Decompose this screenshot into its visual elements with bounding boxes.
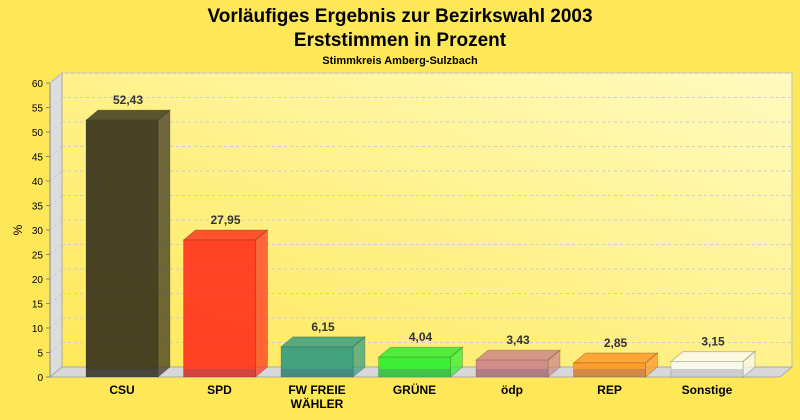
bar-side — [157, 109, 171, 379]
bar-floor-shadow — [183, 369, 256, 377]
data-label: 6,15 — [311, 320, 335, 334]
y-tick-label: 30 — [32, 226, 44, 237]
bar — [670, 361, 744, 378]
y-tick-label: 55 — [32, 104, 44, 115]
gridline-side — [49, 244, 63, 255]
x-tick-label: SPD — [207, 383, 232, 397]
bar — [475, 359, 549, 378]
y-tick-label: 25 — [32, 251, 44, 262]
gridline-side — [49, 170, 63, 182]
data-label: 2,85 — [604, 336, 628, 350]
gridline-side — [49, 219, 63, 231]
data-label: 3,43 — [506, 333, 530, 347]
bar-top — [572, 352, 659, 364]
gridline-side — [49, 97, 63, 108]
y-tick-label: 60 — [32, 79, 44, 90]
bar-top — [474, 349, 562, 361]
gridline-side — [49, 342, 63, 353]
bar-top — [279, 336, 367, 348]
bar-floor-shadow — [671, 369, 743, 377]
bar-floor-shadow — [573, 369, 646, 377]
x-tick-label: FW FREIE — [288, 383, 345, 397]
bar-top — [669, 351, 757, 363]
bar-floor-shadow — [86, 369, 158, 377]
y-axis-label: % — [11, 224, 25, 235]
y-tick-label: 45 — [32, 153, 44, 164]
data-label: 52,43 — [113, 93, 143, 107]
bar-floor-shadow — [378, 369, 451, 377]
y-tick-label: 15 — [32, 300, 44, 311]
chart-subtitle-2: Stimmkreis Amberg-Sulzbach — [322, 55, 478, 67]
x-tick-label: CSU — [109, 383, 134, 397]
gridline-side — [49, 293, 63, 304]
bar-spd: 27,95 SPD — [182, 213, 269, 397]
y-tick-label: 5 — [37, 349, 43, 360]
bar-grüne: 4,04 GRÜNE — [377, 330, 464, 397]
bar-top — [84, 109, 172, 121]
y-tick-label: 10 — [32, 324, 44, 335]
y-tick-label: 0 — [37, 373, 43, 384]
bar-side — [255, 228, 268, 379]
gridline-side — [49, 121, 63, 133]
y-tick-label: 50 — [32, 128, 44, 139]
bar-rep: 2,85 REP — [572, 336, 659, 397]
bar-top — [182, 229, 269, 241]
x-tick-label: WÄHLER — [291, 396, 344, 411]
x-tick-label: GRÜNE — [393, 382, 436, 397]
bar-top — [377, 346, 464, 358]
x-tick-label: REP — [597, 383, 622, 397]
gridline-side — [49, 317, 63, 329]
bar-csu: 52,43 CSU — [84, 93, 172, 397]
data-label: 4,04 — [409, 330, 433, 344]
bar — [573, 362, 646, 378]
y-tick-label: 20 — [32, 275, 44, 286]
gridline-side — [49, 146, 63, 157]
bar — [183, 239, 256, 378]
y-tick-label: 35 — [32, 202, 44, 213]
gridline-side — [49, 72, 63, 84]
bar — [280, 346, 354, 378]
bar — [85, 119, 159, 378]
bar-floor-shadow — [476, 369, 548, 377]
bar-floor-shadow — [281, 369, 353, 377]
x-tick-label: ödp — [501, 383, 523, 397]
gridline-side — [49, 268, 63, 280]
data-label: 3,15 — [701, 335, 725, 349]
bar-ödp: 3,43 ödp — [474, 333, 562, 397]
x-tick-label: Sonstige — [682, 383, 733, 397]
y-tick-label: 40 — [32, 177, 44, 188]
gridline-side — [49, 195, 63, 206]
data-label: 27,95 — [210, 213, 240, 227]
chart-subtitle: Erststimmen in Prozent — [294, 30, 507, 51]
chart-title: Vorläufiges Ergebnis zur Bezirkswahl 200… — [207, 6, 592, 27]
bar-sonstige: 3,15 Sonstige — [669, 335, 757, 397]
bar — [378, 356, 451, 378]
